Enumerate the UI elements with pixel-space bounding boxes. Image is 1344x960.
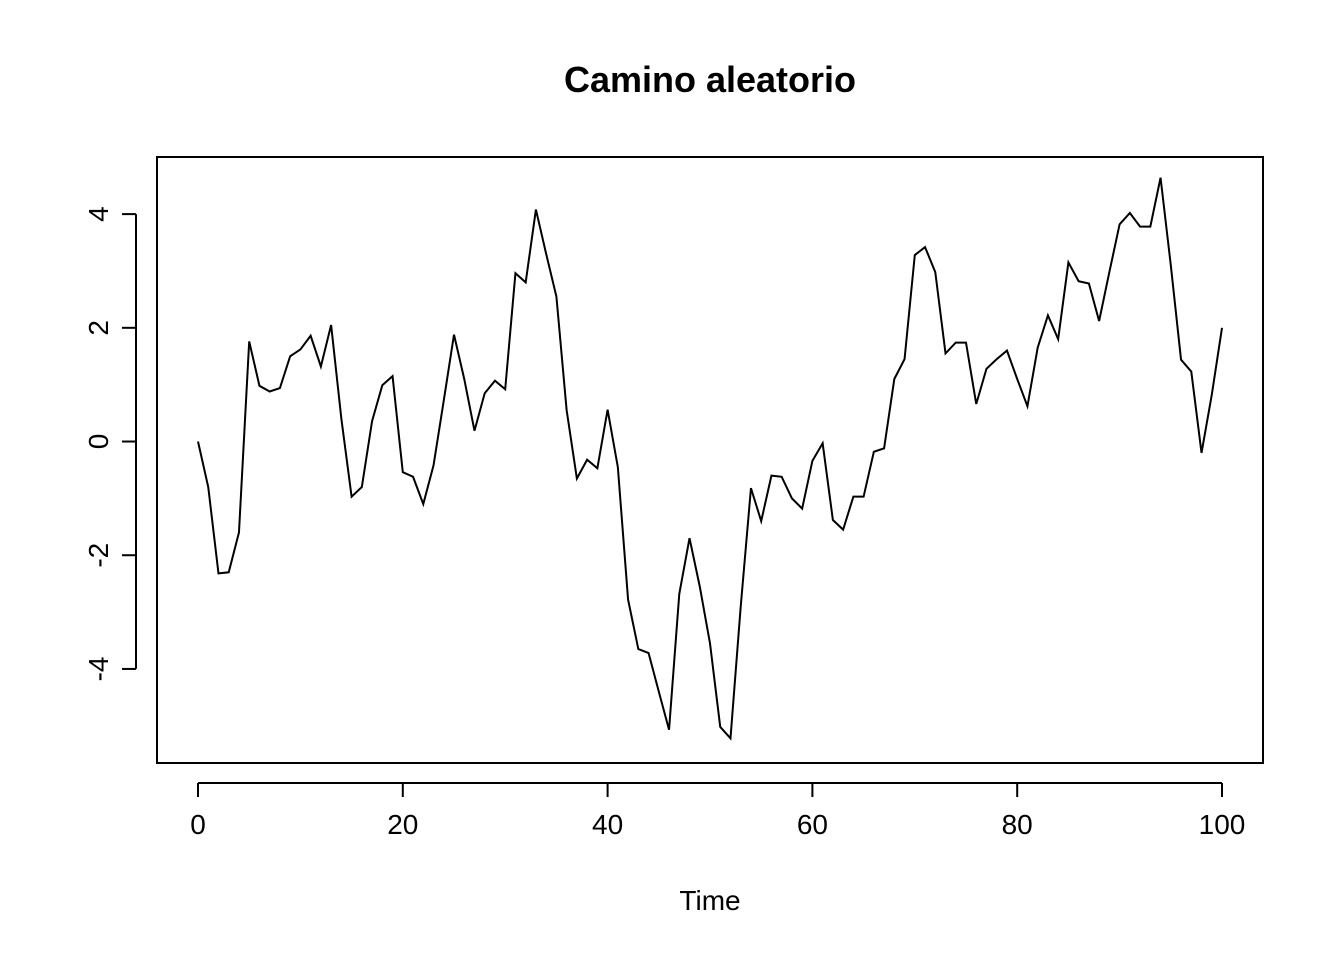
y-tick-label: 0 (83, 434, 114, 450)
x-tick-label: 40 (592, 809, 623, 840)
x-tick-label: 0 (190, 809, 206, 840)
series-line (197, 177, 1223, 741)
series-layer (197, 177, 1223, 741)
y-tick-label: 2 (83, 320, 114, 336)
x-tick-label: 20 (387, 809, 418, 840)
y-tick-label: 4 (83, 206, 114, 222)
x-tick-label: 80 (1002, 809, 1033, 840)
x-axis: 0 20 40 60 80 100 (190, 782, 1246, 840)
chart-title: Camino aleatorio (564, 59, 856, 100)
y-axis: -4 -2 0 2 4 (83, 206, 137, 681)
x-axis-label: Time (679, 885, 740, 916)
x-tick-label: 100 (1199, 809, 1246, 840)
y-tick-label: -2 (83, 543, 114, 568)
y-tick-label: -4 (83, 656, 114, 681)
plot-frame (156, 156, 1264, 764)
x-tick-label: 60 (797, 809, 828, 840)
